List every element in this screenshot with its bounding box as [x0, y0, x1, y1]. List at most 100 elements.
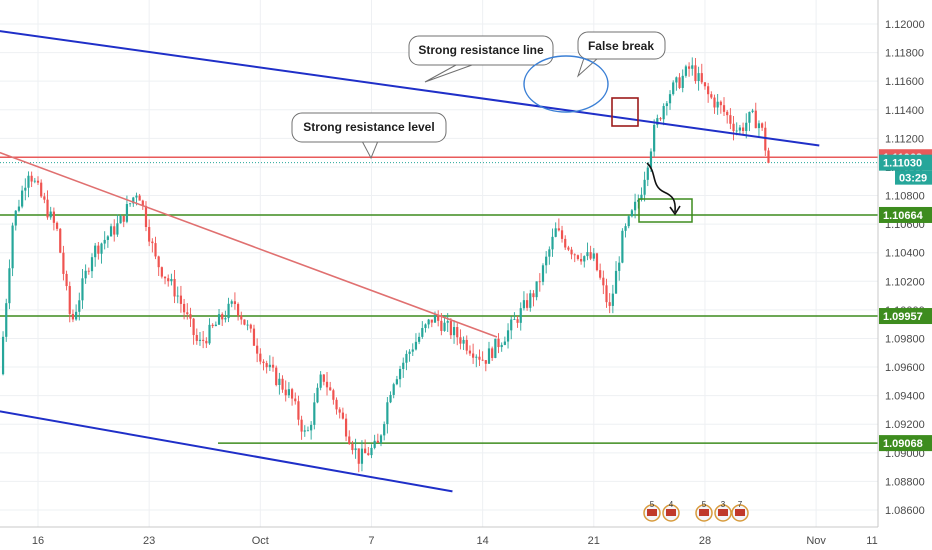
- candle-body: [548, 249, 551, 257]
- level-tag: [879, 435, 932, 452]
- candle-body: [627, 216, 630, 227]
- candle-body: [738, 127, 741, 131]
- candle-body: [100, 243, 103, 254]
- candle-body: [649, 151, 653, 168]
- candle-body: [681, 75, 684, 88]
- candle-body: [570, 249, 573, 255]
- candle-body: [189, 314, 192, 319]
- y-tick-label: 1.10400: [885, 248, 925, 260]
- candle-body: [659, 118, 662, 120]
- candle-body: [284, 389, 287, 396]
- level-tag: [879, 206, 932, 223]
- candle-body: [646, 167, 649, 180]
- candle-body: [535, 281, 538, 298]
- candle-body: [8, 268, 11, 304]
- candle-body: [373, 440, 376, 448]
- candle-body: [741, 127, 745, 131]
- candle-body: [341, 412, 344, 419]
- candle-body: [529, 293, 532, 308]
- candle-body: [129, 203, 132, 205]
- candle-body: [256, 345, 259, 354]
- candle-body: [141, 200, 144, 206]
- candle-body: [668, 94, 672, 104]
- candle-body: [411, 349, 414, 352]
- candle-body: [386, 402, 389, 425]
- y-tick-label: 1.09800: [885, 333, 925, 345]
- candle-body: [459, 337, 462, 344]
- candle-body: [233, 301, 237, 305]
- candle-body: [65, 273, 68, 287]
- y-tick-label: 1.10200: [885, 276, 925, 288]
- y-tick-label: 1.12000: [885, 19, 925, 31]
- candle-body: [357, 448, 360, 464]
- y-tick-label: 1.08600: [885, 505, 925, 517]
- candle-body: [81, 278, 84, 301]
- candle-body: [735, 130, 738, 132]
- trendline-upper-channel: [0, 30, 820, 147]
- candle-body: [208, 324, 211, 344]
- candle-body: [389, 394, 392, 403]
- candle-body: [513, 319, 516, 320]
- candle-body: [665, 103, 668, 107]
- candle-body: [306, 430, 310, 432]
- candle-body: [132, 197, 135, 204]
- candle-body: [246, 324, 249, 326]
- candle-body: [160, 267, 163, 277]
- candle-body: [49, 211, 52, 218]
- candle-body: [379, 435, 383, 443]
- candle-body: [27, 175, 30, 188]
- candle-body: [332, 390, 335, 400]
- trendline-lower-channel: [0, 410, 453, 493]
- candle-body: [656, 118, 659, 125]
- candle-body: [170, 278, 173, 282]
- candle-body: [383, 424, 386, 436]
- candle-body: [364, 448, 367, 454]
- candle-body: [287, 389, 291, 396]
- event-label: 3: [721, 500, 726, 509]
- candle-body: [713, 97, 716, 108]
- x-tick-label: Oct: [252, 535, 269, 547]
- candle-body: [55, 222, 59, 229]
- candle-body: [497, 338, 500, 348]
- candle-body: [592, 253, 595, 259]
- candle-body: [195, 335, 198, 341]
- candle-body: [109, 226, 113, 237]
- candle-body: [182, 303, 186, 313]
- candle-body: [252, 328, 256, 346]
- candle-body: [84, 270, 87, 279]
- event-label: 4: [669, 500, 674, 509]
- candle-body: [538, 281, 541, 283]
- candle-body: [303, 430, 306, 432]
- candle-body: [452, 327, 456, 336]
- candle-body: [402, 362, 405, 369]
- level-tag-label: 1.10664: [883, 210, 924, 222]
- candle-body: [437, 314, 440, 321]
- candle-body: [675, 77, 678, 83]
- candle-body: [678, 77, 681, 88]
- candle-body: [427, 319, 430, 325]
- candle-body: [227, 303, 230, 319]
- candle-body: [211, 324, 214, 327]
- candle-body: [560, 230, 564, 239]
- level-tag-label: 1.09068: [883, 438, 923, 450]
- candle-body: [719, 101, 722, 106]
- candle-body: [722, 105, 726, 112]
- x-tick-label: 23: [143, 535, 155, 547]
- break-box: [611, 97, 639, 127]
- candle-body: [703, 82, 707, 87]
- candle-body: [33, 180, 36, 182]
- candle-body: [732, 123, 735, 132]
- candle-body: [236, 304, 240, 316]
- candle-body: [30, 175, 33, 182]
- countdown-tag: [895, 170, 932, 185]
- level-tag-label: 1.09957: [883, 311, 923, 323]
- candle-body: [125, 204, 129, 222]
- price-axis-background: [878, 0, 932, 550]
- y-tick-label: 1.09400: [885, 391, 925, 403]
- x-tick-label: 11: [866, 535, 877, 547]
- candle-body: [354, 448, 357, 451]
- candle-body: [119, 215, 122, 224]
- candle-body: [24, 187, 27, 191]
- candle-body: [265, 363, 268, 368]
- candle-body: [757, 123, 761, 129]
